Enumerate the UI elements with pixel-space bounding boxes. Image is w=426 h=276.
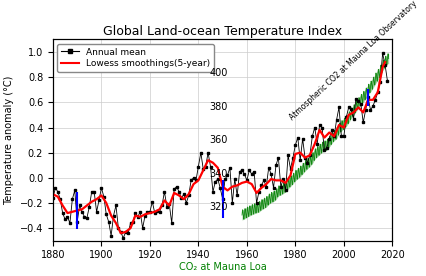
Y-axis label: Temperature anomaly (°C): Temperature anomaly (°C) (4, 75, 14, 205)
Annual mean (121, 237, 126, 240)
Annual mean (385, 79, 390, 83)
Lowess smoothings(5-year) (337, 123, 342, 127)
Lowess smoothings(5-year) (341, 126, 346, 129)
Text: 380: 380 (209, 102, 227, 112)
Lowess smoothings(5-year) (94, 198, 99, 201)
Annual mean (53, 186, 58, 190)
Lowess smoothings(5-year) (50, 193, 55, 196)
Annual mean (380, 52, 385, 55)
Lowess smoothings(5-year) (157, 208, 162, 211)
Annual mean (50, 196, 55, 200)
Legend: Annual mean, Lowess smoothings(5-year): Annual mean, Lowess smoothings(5-year) (58, 44, 214, 72)
Annual mean (383, 63, 388, 66)
Title: Global Land-ocean Temperature Index: Global Land-ocean Temperature Index (103, 25, 342, 38)
Lowess smoothings(5-year) (133, 214, 138, 217)
Annual mean (266, 166, 271, 169)
Lowess smoothings(5-year) (239, 181, 245, 185)
Line: Annual mean: Annual mean (52, 52, 389, 240)
Annual mean (55, 190, 60, 193)
Lowess smoothings(5-year) (118, 232, 124, 235)
Annual mean (227, 166, 233, 169)
Lowess smoothings(5-year) (383, 60, 388, 64)
Text: 400: 400 (209, 68, 227, 78)
Text: 320: 320 (209, 202, 227, 212)
X-axis label: CO₂ at Mauna Loa: CO₂ at Mauna Loa (179, 262, 267, 272)
Text: 340: 340 (209, 169, 227, 179)
Annual mean (242, 172, 247, 176)
Text: 360: 360 (209, 135, 227, 145)
Line: Lowess smoothings(5-year): Lowess smoothings(5-year) (53, 62, 385, 233)
Text: Atmospheric CO2 at Mauna Loa Observatory: Atmospheric CO2 at Mauna Loa Observatory (288, 0, 419, 123)
